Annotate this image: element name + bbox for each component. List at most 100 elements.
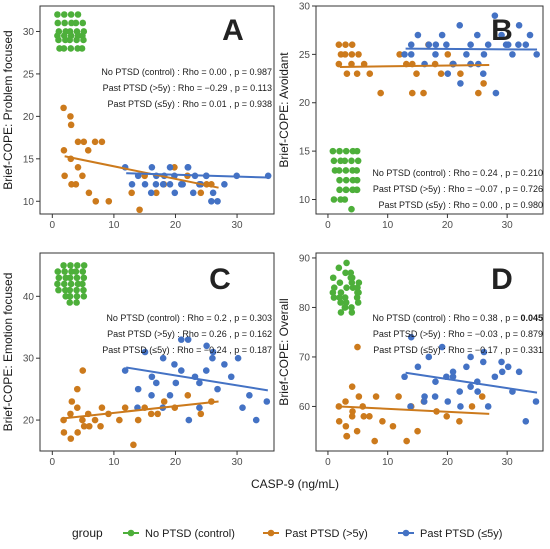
data-point	[337, 299, 344, 306]
y-tick-label: 25	[23, 69, 35, 80]
data-point	[55, 36, 62, 44]
data-point	[498, 368, 506, 376]
data-point	[347, 274, 355, 282]
data-point	[79, 268, 87, 275]
data-point	[73, 286, 80, 294]
data-point	[407, 51, 415, 58]
data-point	[67, 11, 75, 18]
x-tick-label: 10	[108, 457, 120, 468]
data-point	[329, 274, 337, 282]
data-point	[414, 363, 422, 371]
data-point	[532, 398, 540, 405]
data-point	[348, 413, 356, 420]
x-tick-label: 0	[325, 457, 331, 468]
data-point	[348, 205, 355, 213]
data-point	[431, 393, 439, 400]
data-point	[348, 279, 356, 287]
x-tick-label: 20	[442, 220, 454, 231]
data-point	[336, 186, 343, 194]
data-point	[61, 268, 68, 275]
data-point	[515, 368, 523, 376]
x-tick-label: 30	[502, 457, 514, 468]
y-tick-label: 20	[23, 112, 35, 123]
data-point	[141, 180, 149, 188]
data-point	[492, 89, 500, 97]
panel-d: 0 10 20 30 60 70 80 90 Brief-COPE: Overall D No PT…	[277, 252, 544, 468]
data-point	[73, 274, 81, 282]
data-point	[61, 172, 68, 180]
data-point	[355, 393, 363, 400]
data-point	[360, 413, 368, 420]
data-point	[330, 196, 338, 203]
data-point	[467, 353, 474, 361]
legend: group No PTSD (control) Past PTSD (>5y) Pas…	[72, 526, 502, 540]
data-point	[197, 189, 205, 197]
data-point	[366, 70, 374, 78]
trend-line	[339, 64, 490, 68]
data-point	[54, 268, 62, 275]
data-point	[467, 60, 474, 68]
data-point	[330, 157, 338, 165]
data-point	[354, 299, 362, 306]
data-point	[479, 70, 487, 78]
data-point	[407, 41, 415, 48]
data-point	[234, 354, 242, 362]
correlation-annotation: No PTSD (control) : Rho = 0.2 , p = 0.30…	[106, 313, 272, 323]
data-point	[79, 367, 87, 374]
data-point	[330, 284, 338, 291]
correlation-annotation: Past PTSD (>5y) : Rho = −0.29 , p = 0.11…	[103, 83, 272, 93]
data-point	[498, 31, 505, 39]
data-point	[348, 304, 355, 311]
data-point	[522, 41, 530, 48]
data-point	[395, 393, 402, 400]
data-point	[335, 264, 343, 272]
data-point	[91, 138, 99, 146]
data-point	[438, 343, 446, 351]
data-point	[354, 343, 361, 351]
data-point	[341, 294, 349, 301]
data-point	[66, 293, 74, 300]
data-point	[159, 354, 167, 362]
data-point	[456, 388, 464, 395]
correlation-annotation: Past PTSD (≤5y) : Rho = 0.01 , p = 0.938	[107, 99, 272, 109]
x-tick-label: 20	[442, 457, 454, 468]
legend-entry-label: No PTSD (control)	[145, 528, 235, 540]
data-point	[67, 435, 75, 442]
x-tick-label: 10	[108, 220, 120, 231]
y-tick-label: 30	[23, 354, 35, 365]
data-point	[121, 367, 129, 374]
data-point	[197, 410, 205, 418]
data-point	[68, 398, 76, 405]
data-point	[425, 353, 433, 361]
series-2-points	[60, 104, 215, 214]
data-point	[443, 41, 450, 48]
data-point	[474, 388, 481, 395]
data-point	[184, 164, 192, 171]
data-point	[60, 280, 68, 288]
data-point	[354, 157, 362, 165]
data-point	[60, 104, 67, 112]
data-point	[444, 398, 452, 405]
data-point	[80, 422, 88, 430]
y-tick-label: 60	[299, 402, 311, 413]
data-point	[396, 51, 403, 58]
y-tick-label: 30	[299, 2, 311, 13]
data-point	[60, 147, 68, 154]
y-tick-label: 70	[299, 352, 311, 363]
y-tick-label: 80	[299, 303, 311, 314]
data-point	[74, 429, 81, 436]
data-point	[179, 180, 186, 188]
legend-title: group	[72, 526, 103, 540]
data-point	[432, 51, 439, 58]
data-point	[80, 274, 88, 282]
y-tick-label: 25	[299, 50, 311, 61]
data-point	[438, 31, 446, 39]
data-point	[515, 41, 522, 48]
data-point	[121, 404, 129, 411]
correlation-annotation: Past PTSD (≤5y) : Rho = −0.17 , p = 0.33…	[373, 345, 543, 355]
data-point	[414, 31, 422, 39]
series-2-points	[335, 343, 486, 445]
data-point	[467, 383, 474, 390]
data-point	[341, 157, 349, 165]
y-tick-label: 10	[23, 197, 35, 208]
